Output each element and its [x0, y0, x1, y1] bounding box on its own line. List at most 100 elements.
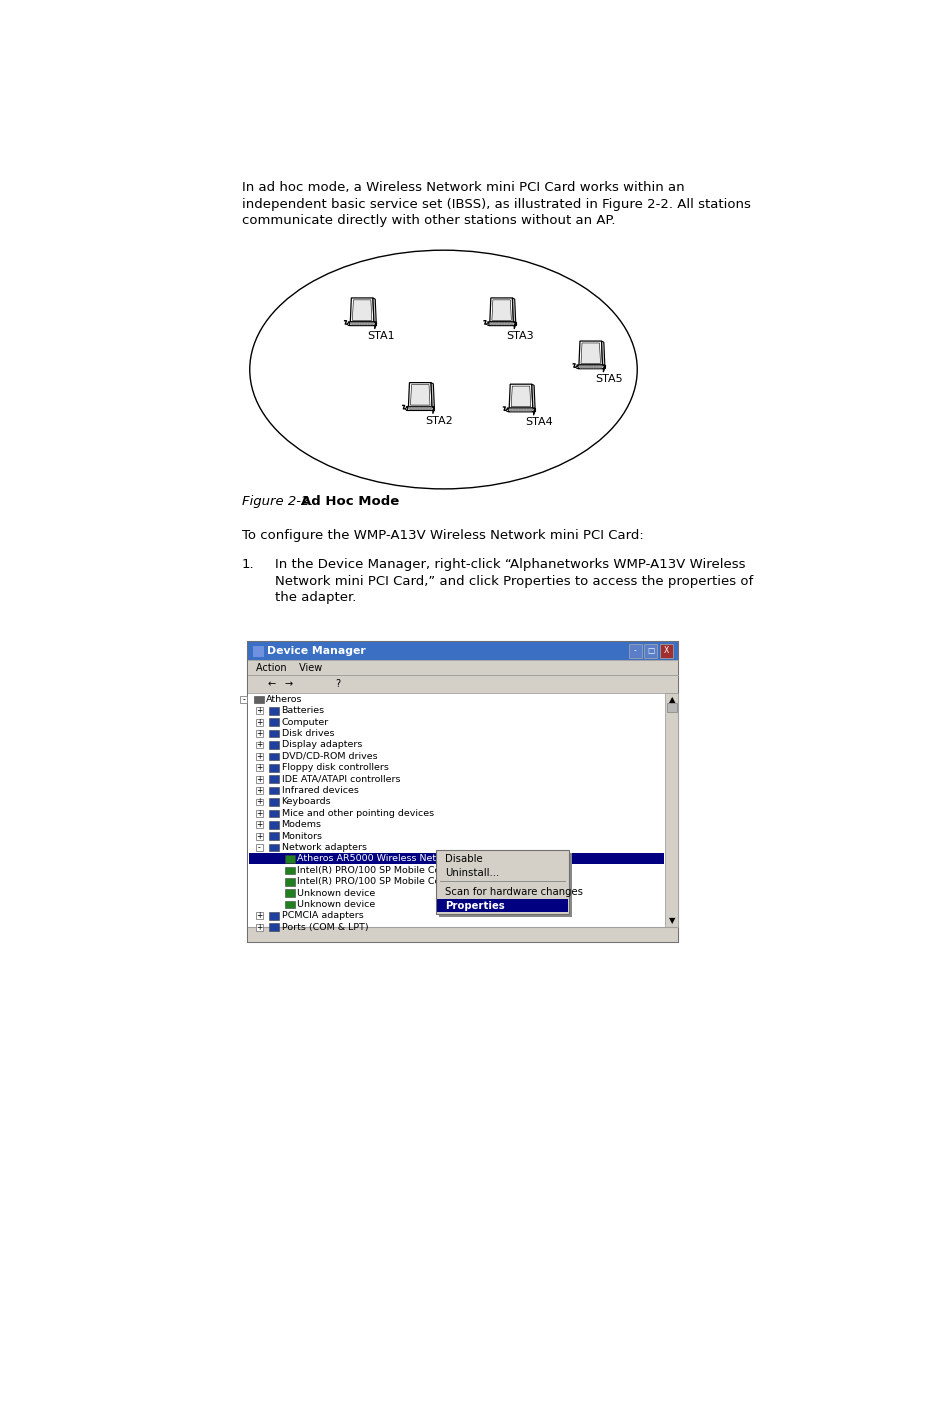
- Polygon shape: [373, 298, 377, 322]
- FancyBboxPatch shape: [256, 776, 263, 783]
- Polygon shape: [411, 384, 430, 406]
- Polygon shape: [406, 407, 434, 410]
- Text: DVD/CD-ROM drives: DVD/CD-ROM drives: [281, 752, 378, 760]
- FancyBboxPatch shape: [253, 646, 263, 656]
- Circle shape: [506, 410, 509, 411]
- Text: Atheros AR5000 Wireless Network Adapter: Atheros AR5000 Wireless Network Adapter: [297, 855, 500, 863]
- Polygon shape: [513, 298, 515, 322]
- Text: STA4: STA4: [526, 417, 553, 427]
- FancyBboxPatch shape: [248, 642, 679, 942]
- FancyBboxPatch shape: [285, 866, 295, 874]
- Text: Action    View: Action View: [256, 663, 322, 673]
- FancyBboxPatch shape: [436, 850, 569, 914]
- Text: Device Manager: Device Manager: [267, 646, 365, 656]
- Polygon shape: [488, 322, 515, 325]
- Text: -: -: [258, 843, 261, 852]
- Text: Infrared devices: Infrared devices: [281, 786, 359, 796]
- Text: +: +: [256, 729, 262, 738]
- Text: +: +: [256, 821, 262, 829]
- Text: X: X: [664, 646, 669, 655]
- FancyBboxPatch shape: [256, 731, 263, 736]
- FancyBboxPatch shape: [256, 810, 263, 817]
- FancyBboxPatch shape: [269, 787, 279, 794]
- Text: STA5: STA5: [596, 375, 623, 384]
- Text: +: +: [256, 832, 262, 841]
- FancyBboxPatch shape: [269, 843, 279, 852]
- FancyBboxPatch shape: [285, 855, 295, 863]
- Polygon shape: [581, 344, 600, 363]
- Polygon shape: [406, 407, 434, 410]
- Text: Mice and other pointing devices: Mice and other pointing devices: [281, 808, 433, 818]
- FancyBboxPatch shape: [285, 879, 295, 886]
- FancyBboxPatch shape: [248, 642, 679, 660]
- Polygon shape: [490, 298, 514, 322]
- FancyBboxPatch shape: [436, 898, 568, 912]
- Polygon shape: [488, 322, 515, 325]
- Text: +: +: [256, 911, 262, 921]
- Polygon shape: [509, 408, 532, 411]
- Text: +: +: [256, 786, 262, 796]
- Text: →: →: [285, 679, 293, 689]
- Text: Network adapters: Network adapters: [281, 843, 366, 852]
- Polygon shape: [375, 322, 376, 329]
- FancyBboxPatch shape: [256, 798, 263, 805]
- FancyBboxPatch shape: [256, 821, 263, 828]
- FancyBboxPatch shape: [269, 741, 279, 749]
- Text: STA3: STA3: [506, 331, 534, 341]
- Circle shape: [406, 408, 408, 410]
- Text: Atheros: Atheros: [266, 696, 302, 704]
- Polygon shape: [409, 407, 432, 410]
- Polygon shape: [603, 365, 605, 372]
- FancyBboxPatch shape: [256, 707, 263, 714]
- Polygon shape: [577, 365, 605, 369]
- Text: +: +: [256, 763, 262, 773]
- Polygon shape: [431, 383, 434, 408]
- FancyBboxPatch shape: [256, 787, 263, 794]
- FancyBboxPatch shape: [285, 901, 295, 908]
- Text: STA2: STA2: [425, 415, 453, 425]
- FancyBboxPatch shape: [269, 765, 279, 772]
- FancyBboxPatch shape: [248, 676, 679, 693]
- FancyBboxPatch shape: [269, 832, 279, 841]
- FancyBboxPatch shape: [666, 693, 679, 926]
- Text: In ad hoc mode, a Wireless Network mini PCI Card works within an: In ad hoc mode, a Wireless Network mini …: [242, 182, 684, 194]
- Polygon shape: [509, 384, 532, 408]
- Text: Figure 2-2.: Figure 2-2.: [242, 496, 313, 508]
- Text: ←: ←: [267, 679, 276, 689]
- Polygon shape: [531, 384, 535, 410]
- FancyBboxPatch shape: [256, 765, 263, 772]
- Text: Ports (COM & LPT): Ports (COM & LPT): [281, 922, 368, 932]
- FancyBboxPatch shape: [269, 821, 279, 829]
- FancyBboxPatch shape: [439, 853, 572, 917]
- Text: +: +: [256, 808, 262, 818]
- Text: Intel(R) PRO/100 SP Mobile Combo Adapter: Intel(R) PRO/100 SP Mobile Combo Adapter: [297, 866, 502, 874]
- Text: IDE ATA/ATAPI controllers: IDE ATA/ATAPI controllers: [281, 774, 400, 784]
- Polygon shape: [533, 408, 535, 415]
- Text: -: -: [634, 646, 636, 655]
- Text: Floppy disk controllers: Floppy disk controllers: [281, 763, 388, 773]
- FancyBboxPatch shape: [256, 912, 263, 919]
- FancyBboxPatch shape: [269, 752, 279, 760]
- Text: +: +: [256, 797, 262, 807]
- FancyBboxPatch shape: [248, 926, 679, 942]
- FancyBboxPatch shape: [256, 832, 263, 839]
- Polygon shape: [432, 407, 434, 414]
- Text: Computer: Computer: [281, 718, 329, 727]
- FancyBboxPatch shape: [269, 912, 279, 919]
- Text: +: +: [256, 922, 262, 932]
- Text: communicate directly with other stations without an AP.: communicate directly with other stations…: [242, 214, 615, 227]
- FancyBboxPatch shape: [269, 718, 279, 727]
- FancyBboxPatch shape: [249, 853, 665, 865]
- FancyBboxPatch shape: [285, 890, 295, 897]
- Text: Intel(R) PRO/100 SP Mobile Combo Adapter: Intel(R) PRO/100 SP Mobile Combo Adapter: [297, 877, 502, 886]
- Polygon shape: [577, 365, 605, 369]
- FancyBboxPatch shape: [269, 729, 279, 738]
- Text: the adapter.: the adapter.: [275, 591, 356, 604]
- Text: Batteries: Batteries: [281, 707, 325, 715]
- Text: Scan for hardware changes: Scan for hardware changes: [445, 887, 583, 897]
- Text: PCMCIA adapters: PCMCIA adapters: [281, 911, 363, 921]
- FancyBboxPatch shape: [644, 643, 657, 658]
- FancyBboxPatch shape: [256, 753, 263, 760]
- Text: independent basic service set (IBSS), as illustrated in Figure 2-2. All stations: independent basic service set (IBSS), as…: [242, 199, 750, 211]
- Polygon shape: [601, 341, 605, 366]
